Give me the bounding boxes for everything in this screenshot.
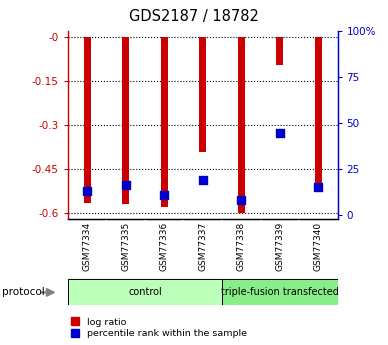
Point <box>277 130 283 135</box>
Text: GSM77336: GSM77336 <box>160 222 169 272</box>
Text: GSM77338: GSM77338 <box>237 222 246 272</box>
Text: control: control <box>128 287 162 297</box>
Text: GSM77339: GSM77339 <box>275 222 284 272</box>
Text: GSM77335: GSM77335 <box>121 222 130 272</box>
Text: triple-fusion transfected: triple-fusion transfected <box>221 287 339 297</box>
Bar <box>238 37 245 213</box>
Bar <box>122 37 129 204</box>
Text: GDS2187 / 18782: GDS2187 / 18782 <box>129 9 259 23</box>
Point <box>123 183 129 188</box>
Point <box>238 197 244 203</box>
Bar <box>315 37 322 184</box>
Point <box>84 188 90 194</box>
Bar <box>199 37 206 151</box>
Text: protocol: protocol <box>2 287 45 297</box>
Text: GSM77334: GSM77334 <box>83 222 92 271</box>
Point <box>161 192 167 197</box>
Text: GSM77340: GSM77340 <box>314 222 323 271</box>
Legend: log ratio, percentile rank within the sample: log ratio, percentile rank within the sa… <box>69 316 249 340</box>
Bar <box>222 279 338 305</box>
Bar <box>84 37 91 203</box>
Bar <box>276 37 283 65</box>
Text: GSM77337: GSM77337 <box>198 222 207 272</box>
Point <box>315 184 321 190</box>
Bar <box>161 37 168 207</box>
Bar <box>68 279 222 305</box>
Point <box>199 177 206 183</box>
